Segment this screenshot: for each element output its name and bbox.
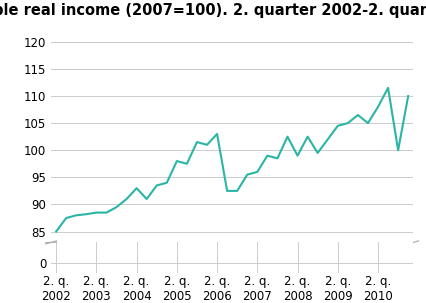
- Text: Disposable real income (2007=100). 2. quarter 2002-2. quarter 2010: Disposable real income (2007=100). 2. qu…: [0, 3, 426, 18]
